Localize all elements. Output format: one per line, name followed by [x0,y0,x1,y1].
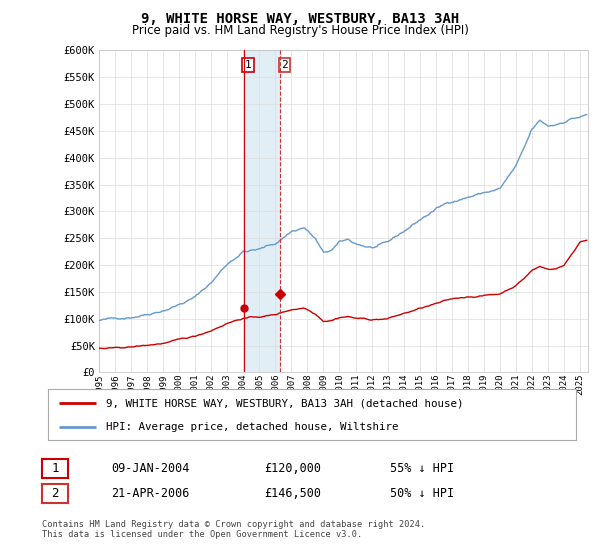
Bar [244,50,280,372]
Text: £146,500: £146,500 [264,487,321,501]
Text: 2: 2 [281,60,288,70]
Text: HPI: Average price, detached house, Wiltshire: HPI: Average price, detached house, Wilt… [106,422,398,432]
Text: 50% ↓ HPI: 50% ↓ HPI [390,487,454,501]
Text: 2: 2 [52,487,59,501]
Text: 21-APR-2006: 21-APR-2006 [111,487,190,501]
Text: Contains HM Land Registry data © Crown copyright and database right 2024.
This d: Contains HM Land Registry data © Crown c… [42,520,425,539]
Text: 9, WHITE HORSE WAY, WESTBURY, BA13 3AH: 9, WHITE HORSE WAY, WESTBURY, BA13 3AH [141,12,459,26]
Text: 55% ↓ HPI: 55% ↓ HPI [390,462,454,475]
Text: 1: 1 [245,60,251,70]
Text: Price paid vs. HM Land Registry's House Price Index (HPI): Price paid vs. HM Land Registry's House … [131,24,469,36]
Text: 1: 1 [52,462,59,475]
Text: 09-JAN-2004: 09-JAN-2004 [111,462,190,475]
Text: £120,000: £120,000 [264,462,321,475]
Text: 9, WHITE HORSE WAY, WESTBURY, BA13 3AH (detached house): 9, WHITE HORSE WAY, WESTBURY, BA13 3AH (… [106,398,464,408]
